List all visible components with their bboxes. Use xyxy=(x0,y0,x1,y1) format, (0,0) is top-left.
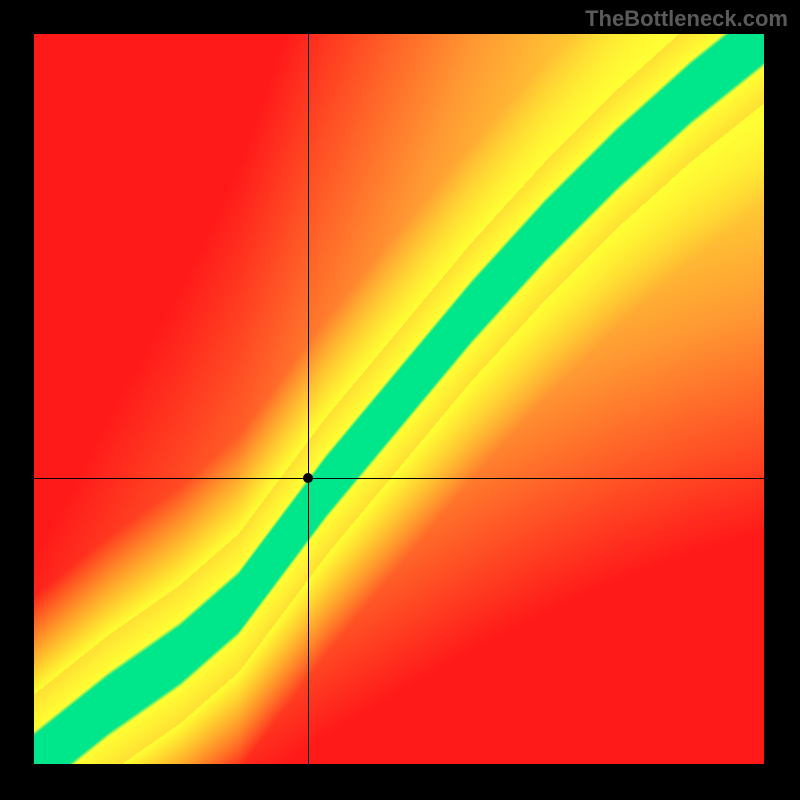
watermark-label: TheBottleneck.com xyxy=(585,6,788,32)
crosshair-marker xyxy=(303,473,313,483)
heatmap-canvas xyxy=(34,34,764,764)
chart-container: TheBottleneck.com xyxy=(0,0,800,800)
crosshair-vertical xyxy=(308,34,309,764)
plot-area xyxy=(34,34,764,764)
crosshair-horizontal xyxy=(34,478,764,479)
